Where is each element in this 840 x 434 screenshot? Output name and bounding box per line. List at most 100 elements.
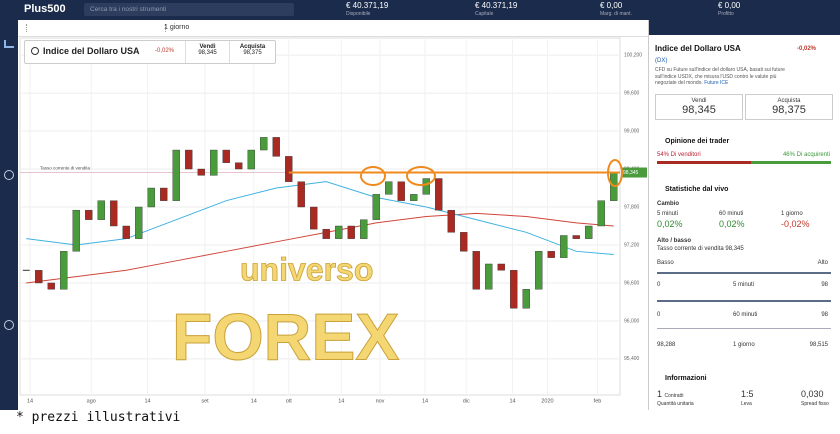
- buy-button[interactable]: Acquista 98,375: [229, 41, 275, 63]
- x-tick-label: 2020: [541, 398, 553, 404]
- change-value: 0,02%: [657, 219, 683, 229]
- sellers-label: 54% Di venditori: [657, 152, 701, 158]
- instrument-change: -0,02%: [155, 48, 175, 54]
- side-panel: Indice del Dollaro USA -0,02% (DX) CFD s…: [648, 20, 840, 410]
- candle: [372, 194, 380, 220]
- candle: [222, 149, 230, 163]
- info-icon[interactable]: [31, 47, 39, 55]
- y-tick-label: 95,400: [624, 356, 640, 362]
- candle: [410, 194, 418, 201]
- sell-button[interactable]: Vendi 98,345: [185, 41, 229, 63]
- top-bar: Plus500 Cerca tra i nostri strumenti € 4…: [0, 0, 840, 20]
- x-tick-label: set: [201, 398, 209, 404]
- range-track: [657, 328, 831, 329]
- symbol: (DX): [655, 58, 668, 64]
- candle: [472, 251, 480, 290]
- sell-label: Vendi: [691, 98, 707, 104]
- info-icon[interactable]: [4, 170, 14, 180]
- info-number: 1:5: [741, 389, 754, 399]
- y-tick-label: 99,000: [624, 128, 640, 134]
- change-value: -0,02%: [781, 219, 810, 229]
- candle: [585, 225, 593, 239]
- sell-button[interactable]: Vendi 98,345: [655, 94, 743, 120]
- candle: [72, 209, 80, 252]
- candle: [135, 206, 143, 239]
- range-max: 98: [821, 282, 828, 288]
- range-max: 98: [821, 312, 828, 318]
- range-period: 60 minuti: [733, 312, 758, 318]
- candle: [260, 137, 268, 151]
- stat-value: € 40.371,19: [475, 1, 518, 10]
- info-number: 1: [657, 389, 663, 399]
- candle: [522, 289, 530, 309]
- stat-label: Profitto: [718, 11, 734, 17]
- candle: [547, 251, 555, 258]
- buy-label: Acquista: [239, 44, 266, 50]
- candle: [122, 225, 130, 239]
- logo[interactable]: Plus500: [24, 3, 66, 15]
- candle: [185, 149, 193, 170]
- y-tick-label: 96,000: [624, 318, 640, 324]
- candle: [335, 225, 343, 239]
- search-box[interactable]: Cerca tra i nostri strumenti: [84, 3, 294, 16]
- change-value: 0,02%: [719, 219, 745, 229]
- section-title[interactable]: Informazioni: [665, 375, 707, 382]
- tool-icons[interactable]: [26, 24, 166, 32]
- candle: [597, 200, 605, 227]
- x-tick-label: feb: [594, 398, 602, 404]
- chart-icon[interactable]: [4, 40, 14, 48]
- info-label: Leva: [741, 401, 752, 407]
- x-tick-label: 14: [509, 398, 515, 404]
- range-max: 98,515: [809, 342, 828, 348]
- range-track: [657, 272, 831, 274]
- candle: [197, 168, 205, 176]
- x-tick-label: 14: [27, 398, 33, 404]
- x-tick-label: ago: [87, 398, 96, 404]
- watermark: universo: [240, 251, 373, 287]
- stat-label: Marg. di mant.: [600, 11, 632, 17]
- candle: [110, 200, 118, 227]
- description-link[interactable]: Future ICE: [704, 80, 729, 86]
- instrument-name: Indice del Dollaro USA: [43, 46, 140, 56]
- change-period: 60 minuti: [719, 211, 744, 217]
- stat-value: € 40.371,19: [346, 1, 389, 10]
- y-tick-label: 97,200: [624, 242, 640, 248]
- buy-button[interactable]: Acquista 98,375: [745, 94, 833, 120]
- section-title[interactable]: Opinione dei trader: [665, 138, 730, 145]
- change-period: 5 minuti: [657, 211, 679, 217]
- panel-title: Indice del Dollaro USA: [655, 44, 741, 53]
- sidebar: [0, 20, 18, 410]
- stat-label: Disponibile: [346, 11, 371, 17]
- x-tick-label: 14: [338, 398, 344, 404]
- candle: [97, 200, 105, 220]
- theme-icon[interactable]: [4, 320, 14, 330]
- sell-price: 98,345: [198, 50, 217, 56]
- sentiment-segment: [657, 161, 751, 164]
- change-period: 1 giorno: [781, 211, 803, 217]
- candle: [297, 181, 305, 208]
- y-tick-label: 96,600: [624, 280, 640, 286]
- candle: [285, 156, 293, 182]
- x-tick-label: ott: [286, 398, 293, 404]
- price-chart: 100,20099,60099,00098,40097,80097,20096,…: [19, 37, 647, 404]
- candle: [497, 263, 505, 271]
- x-tick-label: dic: [463, 398, 470, 404]
- current-rate-label: Tasso corrente di vendita: [40, 166, 91, 171]
- candle: [560, 235, 568, 258]
- candle: [210, 149, 218, 176]
- candle: [247, 149, 255, 170]
- candle: [360, 219, 368, 239]
- candle: [572, 235, 580, 239]
- section-title[interactable]: Statistiche dal vivo: [665, 186, 729, 193]
- candle: [347, 225, 355, 239]
- candle: [310, 206, 318, 230]
- current-rate: Tasso corrente di vendita 98,345: [657, 246, 744, 252]
- sell-price: 98,345: [682, 104, 716, 116]
- candle: [322, 228, 330, 239]
- candle: [172, 149, 180, 201]
- range-min: 98,288: [657, 342, 676, 348]
- candle: [235, 162, 243, 170]
- period-selector[interactable]: 1 giorno: [164, 24, 190, 31]
- x-tick-label: 14: [422, 398, 428, 404]
